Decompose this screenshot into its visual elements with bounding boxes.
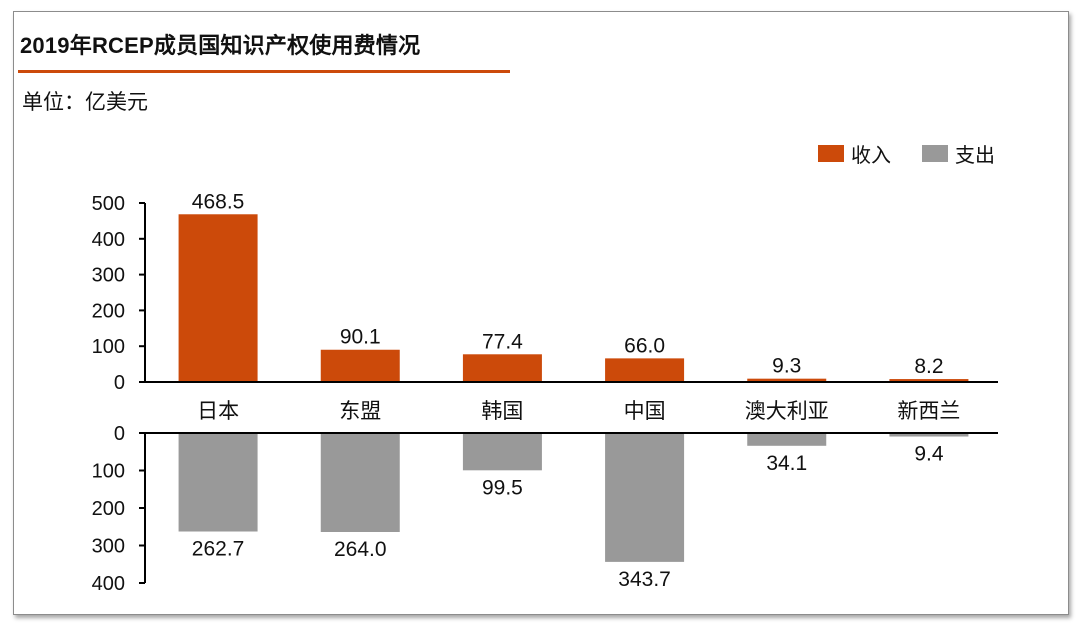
upper-tick-label: 0	[114, 372, 125, 394]
upper-tick-label: 100	[92, 336, 125, 358]
category-label: 韩国	[481, 400, 523, 423]
income-value-label: 9.3	[772, 355, 801, 378]
upper-tick-label: 200	[92, 300, 125, 322]
category-label: 日本	[197, 400, 239, 423]
upper-tick-label: 400	[92, 229, 125, 251]
income-bar	[605, 358, 685, 382]
lower-tick-label: 400	[92, 573, 125, 595]
chart-title: 2019年RCEP成员国知识产权使用费情况	[20, 33, 421, 58]
upper-tick-label: 500	[92, 193, 125, 215]
expense-bar	[747, 433, 827, 446]
income-bar	[462, 354, 542, 382]
expense-value-label: 264.0	[334, 538, 387, 561]
expense-value-label: 34.1	[766, 452, 807, 475]
income-bar	[320, 349, 400, 382]
category-label: 中国	[624, 400, 666, 423]
lower-tick-label: 300	[92, 536, 125, 558]
income-bar	[747, 378, 827, 382]
legend-label-expense: 支出	[955, 144, 995, 167]
expense-bar	[462, 433, 542, 471]
legend-label-income: 收入	[851, 144, 891, 167]
lower-tick-label: 100	[92, 461, 125, 483]
expense-value-label: 99.5	[482, 476, 523, 499]
category-label: 新西兰	[897, 400, 960, 423]
income-value-label: 468.5	[192, 190, 245, 213]
income-value-label: 77.4	[482, 330, 523, 353]
legend: 收入 支出	[818, 144, 995, 167]
category-label: 澳大利亚	[745, 400, 829, 423]
income-value-label: 66.0	[624, 334, 665, 357]
legend-swatch-income	[818, 145, 844, 162]
expense-bar	[605, 433, 685, 562]
lower-tick-label: 0	[114, 423, 125, 445]
expense-value-label: 9.4	[914, 443, 944, 466]
unit-label: 单位：亿美元	[22, 91, 148, 114]
expense-bar	[889, 433, 969, 437]
upper-tick-label: 300	[92, 265, 125, 287]
expense-value-label: 343.7	[618, 568, 671, 591]
expense-value-label: 262.7	[192, 538, 245, 561]
lower-tick-label: 200	[92, 498, 125, 520]
income-value-label: 8.2	[914, 355, 943, 378]
expense-bar	[320, 433, 400, 532]
category-label: 东盟	[339, 400, 381, 423]
income-bar	[178, 214, 258, 382]
income-chart: 0 100 200 300 400 500 468.5 90.1 77.4 66.0 9.3 8.2	[92, 190, 998, 394]
expense-chart: 0 100 200 300 400 262.7 264.0 99.5 343.7 34.1 9.4	[92, 423, 998, 595]
expense-bar	[178, 433, 258, 532]
income-value-label: 90.1	[340, 326, 381, 349]
title-underline	[18, 70, 510, 73]
income-bar	[889, 379, 969, 382]
category-labels: 日本 东盟 韩国 中国 澳大利亚 新西兰	[197, 400, 960, 423]
legend-swatch-expense	[922, 145, 948, 162]
